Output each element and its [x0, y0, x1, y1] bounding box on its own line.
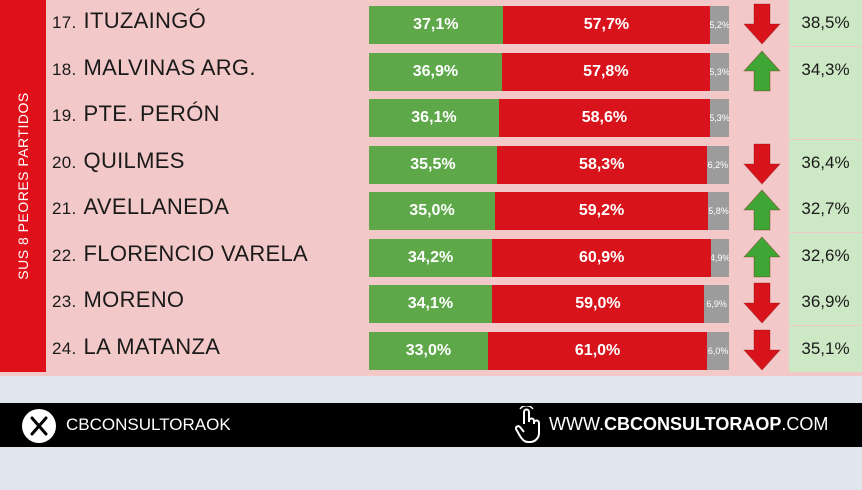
district-name: 17. ITUZAINGÓ	[52, 8, 206, 34]
footer-bar: CBCONSULTORAOK WWW.CBCONSULTORAOP.COM	[0, 403, 862, 447]
website-name: CBCONSULTORAOP	[603, 414, 782, 434]
side-label-bar: SUS 8 PEORES PARTIDOS	[0, 0, 46, 372]
stacked-bar: 33,0% 61,0% 6,0%	[369, 331, 729, 370]
other-segment: 6,2%	[706, 145, 729, 184]
table-row: 18. MALVINAS ARG. 36,9% 57,8% 5,3% 34,3%	[46, 46, 862, 93]
website-suffix: .COM	[781, 414, 829, 434]
green-segment: 37,1%	[369, 6, 503, 44]
website-prefix: WWW.	[549, 414, 604, 434]
district-name: 24. LA MATANZA	[52, 334, 220, 360]
green-segment: 36,9%	[369, 52, 502, 91]
previous-value: 36,9%	[789, 279, 862, 325]
previous-value: 36,4%	[789, 139, 862, 186]
red-segment: 59,2%	[495, 192, 709, 230]
stacked-bar: 36,1% 58,6% 5,3%	[369, 99, 729, 137]
down-arrow-icon	[742, 142, 782, 186]
district-label: MORENO	[83, 287, 185, 312]
other-segment: 6,0%	[707, 331, 729, 370]
table-row: 24. LA MATANZA 33,0% 61,0% 6,0% 35,1%	[46, 325, 862, 372]
red-segment: 59,0%	[491, 285, 705, 323]
district-label: LA MATANZA	[83, 333, 221, 359]
other-segment: 5,2%	[710, 6, 729, 44]
red-segment: 57,8%	[501, 52, 710, 91]
red-segment: 61,0%	[487, 331, 708, 370]
red-segment: 60,9%	[492, 238, 712, 277]
rank-number: 18.	[52, 59, 77, 79]
red-segment: 58,6%	[498, 99, 710, 137]
other-segment: 5,8%	[708, 192, 729, 230]
district-name: 18. MALVINAS ARG.	[52, 55, 256, 81]
rank-number: 19.	[52, 106, 77, 125]
previous-value	[789, 93, 862, 139]
up-arrow-icon	[742, 235, 782, 279]
stacked-bar: 36,9% 57,8% 5,3%	[369, 52, 729, 91]
stacked-bar: 37,1% 57,7% 5,2%	[369, 6, 729, 44]
down-arrow-icon	[742, 328, 782, 372]
down-arrow-icon	[742, 281, 782, 325]
table-row: 23. MORENO 34,1% 59,0% 6,9% 36,9%	[46, 279, 862, 325]
stacked-bar: 34,1% 59,0% 6,9%	[369, 285, 729, 323]
stacked-bar: 35,0% 59,2% 5,8%	[369, 192, 729, 230]
other-segment: 5,3%	[709, 52, 729, 91]
table-row: 22. FLORENCIO VARELA 34,2%60,9%4,9% 32,6%	[46, 232, 862, 279]
district-label: AVELLANEDA	[83, 194, 230, 219]
district-label: FLORENCIO VARELA	[83, 240, 308, 266]
rank-number: 22.	[52, 245, 77, 265]
website-link[interactable]: WWW.CBCONSULTORAOP.COM	[549, 414, 828, 435]
table-row: 17. ITUZAINGÓ 37,1% 57,7% 5,2% 38,5%	[46, 0, 862, 46]
district-name: 19. PTE. PERÓN	[52, 101, 220, 127]
hand-pointer-icon	[514, 404, 544, 444]
district-label: QUILMES	[83, 147, 185, 173]
district-label: MALVINAS ARG.	[83, 54, 256, 80]
red-segment: 58,3%	[496, 145, 707, 184]
other-segment: 5,3%	[709, 99, 729, 137]
green-segment: 34,1%	[369, 285, 492, 323]
other-segment: 4,9%	[711, 238, 729, 277]
district-label: PTE. PERÓN	[83, 101, 220, 126]
green-segment: 36,1%	[369, 99, 499, 137]
previous-value: 32,7%	[789, 186, 862, 232]
green-segment: 33,0%	[369, 331, 488, 370]
district-name: 21. AVELLANEDA	[52, 194, 229, 220]
previous-value: 32,6%	[789, 232, 862, 279]
stacked-bar: 34,2%60,9%4,9%	[369, 238, 729, 277]
rank-number: 20.	[52, 152, 77, 172]
green-segment: 35,5%	[369, 145, 497, 184]
x-handle[interactable]: CBCONSULTORAOK	[66, 415, 231, 434]
rank-number: 17.	[52, 13, 77, 32]
table-row: 20. QUILMES 35,5% 58,3% 6,2% 36,4%	[46, 139, 862, 186]
previous-value: 35,1%	[789, 325, 862, 372]
ranking-panel: SUS 8 PEORES PARTIDOS 17. ITUZAINGÓ 37,1% 5…	[0, 0, 862, 376]
stacked-bar: 35,5% 58,3% 6,2%	[369, 145, 729, 184]
green-segment: 34,2%	[369, 238, 493, 277]
down-arrow-icon	[742, 2, 782, 46]
side-label: SUS 8 PEORES PARTIDOS	[15, 92, 31, 280]
x-logo-icon[interactable]	[22, 409, 56, 443]
previous-value: 38,5%	[789, 0, 862, 46]
ranking-rows: 17. ITUZAINGÓ 37,1% 57,7% 5,2% 38,5% 18. MALVIN…	[46, 0, 862, 372]
table-row: 19. PTE. PERÓN 36,1% 58,6% 5,3%	[46, 93, 862, 139]
up-arrow-icon	[742, 188, 782, 232]
table-row: 21. AVELLANEDA 35,0% 59,2% 5,8% 32,7%	[46, 186, 862, 232]
rank-number: 24.	[52, 338, 77, 358]
previous-value: 34,3%	[789, 46, 862, 93]
rank-number: 21.	[52, 199, 77, 218]
red-segment: 57,7%	[502, 6, 711, 44]
district-name: 22. FLORENCIO VARELA	[52, 241, 308, 267]
other-segment: 6,9%	[704, 285, 729, 323]
green-segment: 35,0%	[369, 192, 495, 230]
up-arrow-icon	[742, 49, 782, 93]
district-name: 23. MORENO	[52, 287, 184, 313]
district-name: 20. QUILMES	[52, 148, 185, 174]
district-label: ITUZAINGÓ	[83, 8, 207, 33]
rank-number: 23.	[52, 292, 77, 311]
